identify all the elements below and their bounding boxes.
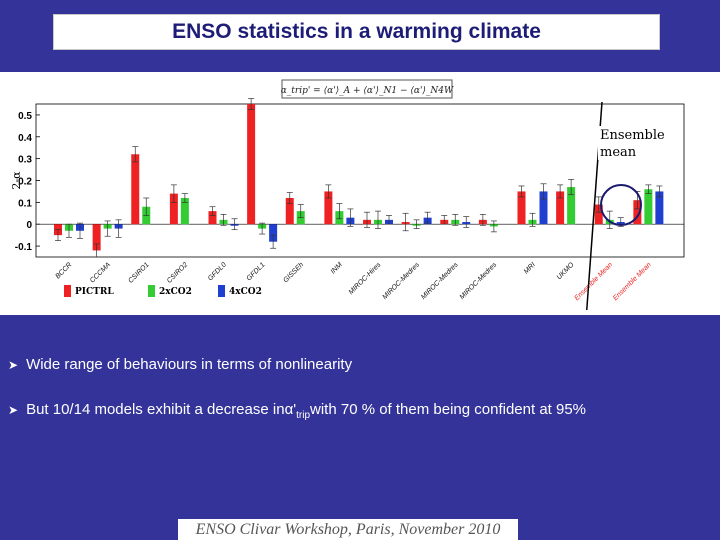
slide-title: ENSO statistics in a warming climate	[172, 20, 541, 43]
bar-4xco2	[269, 224, 278, 242]
bar-pictrl	[556, 191, 565, 225]
legend-label: 4xCO2	[229, 287, 262, 297]
x-tick-label: INM	[330, 261, 344, 275]
bar-pictrl	[324, 191, 333, 225]
title-box: ENSO statistics in a warming climate	[53, 14, 660, 50]
bullet-1-text: Wide range of behaviours in terms of non…	[26, 356, 353, 373]
x-tick-label: UKMO	[556, 261, 576, 281]
bar-2xco2	[567, 187, 576, 225]
footer-text: ENSO Clivar Workshop, Paris, November 20…	[195, 521, 501, 538]
bullet-2-alpha: α'	[284, 401, 297, 418]
y-axis-label: 2-α	[10, 171, 23, 190]
bar-pictrl	[285, 197, 294, 225]
bar-pictrl	[517, 191, 526, 225]
bullet-2: ➤ But 10/14 models exhibit a decrease in…	[8, 401, 587, 421]
legend-swatch-2xco2	[148, 285, 155, 297]
arrow-bullet-icon: ➤	[8, 403, 19, 417]
bar-pictrl	[208, 211, 217, 225]
y-tick-label: -0.1	[15, 242, 33, 253]
legend-swatch-4xco2	[218, 285, 225, 297]
bar-pictrl	[247, 104, 256, 225]
y-tick-label: 0.1	[18, 198, 32, 209]
legend-label: 2xCO2	[159, 287, 192, 297]
bar-pictrl	[92, 224, 101, 251]
arrow-bullet-icon: ➤	[8, 358, 19, 372]
bar-4xco2	[539, 191, 548, 225]
y-tick-label: 0.3	[18, 155, 32, 166]
bar-2xco2	[180, 197, 189, 225]
bullet-2-subscript: trip	[296, 410, 311, 421]
footer-box: ENSO Clivar Workshop, Paris, November 20…	[178, 519, 518, 540]
legend-swatch-pictrl	[64, 285, 71, 297]
bar-2xco2	[644, 189, 653, 225]
ensemble-bar-chart: α_trip' = ⟨α'⟩_A + ⟨α'⟩_N1 − ⟨α'⟩_N4W -0.…	[10, 79, 685, 311]
bar-pictrl	[169, 193, 178, 225]
formula-text: α_trip' = ⟨α'⟩_A + ⟨α'⟩_N1 − ⟨α'⟩_N4W	[281, 86, 454, 96]
bar-pictrl	[633, 200, 642, 225]
bullet-2-post: with 70 % of them being confident at 95%	[310, 401, 587, 418]
bar-pictrl	[594, 204, 603, 225]
x-tick-label: Ensemble Mean	[573, 261, 614, 302]
formula-box	[281, 79, 453, 99]
ensemble-label-line-1: Ensemble	[600, 128, 665, 143]
x-tick-label: GFDL0	[207, 261, 228, 282]
x-tick-label: MIROC-Medres	[459, 261, 499, 301]
figure-panel: α_trip' = ⟨α'⟩_A + ⟨α'⟩_N1 − ⟨α'⟩_N4W -0.…	[0, 72, 720, 315]
x-tick-label: CCCMA	[89, 261, 112, 284]
y-tick-label: 0.5	[18, 111, 32, 122]
ensemble-highlight-circle	[600, 184, 642, 226]
x-tick-label: CSIRO1	[127, 261, 150, 284]
x-tick-label: MIROC-Medres	[420, 261, 460, 301]
x-tick-label: MIROC-Medres	[381, 261, 421, 301]
ensemble-label-line-2: mean	[600, 145, 637, 160]
ensemble-label-bg	[598, 126, 660, 160]
x-tick-label: CSIRO2	[166, 261, 189, 284]
x-tick-label: BCCR	[54, 261, 73, 280]
legend-label: PICTRL	[75, 287, 114, 297]
bullet-2-pre: But 10/14 models exhibit a decrease in	[26, 401, 285, 418]
y-tick-label: 0	[26, 220, 32, 231]
bullet-1: ➤ Wide range of behaviours in terms of n…	[8, 356, 352, 373]
x-tick-label: MRI	[523, 261, 537, 275]
x-tick-label: GISSEh	[282, 261, 305, 284]
x-tick-label: Ensemble Mean	[612, 261, 653, 302]
bar-pictrl	[131, 154, 140, 225]
bar-4xco2	[655, 191, 664, 225]
x-tick-label: GFDL1	[246, 261, 267, 282]
y-tick-label: 0.2	[18, 177, 32, 188]
y-tick-label: 0.4	[18, 133, 32, 144]
x-tick-label: MIROC-Hires	[348, 261, 383, 296]
